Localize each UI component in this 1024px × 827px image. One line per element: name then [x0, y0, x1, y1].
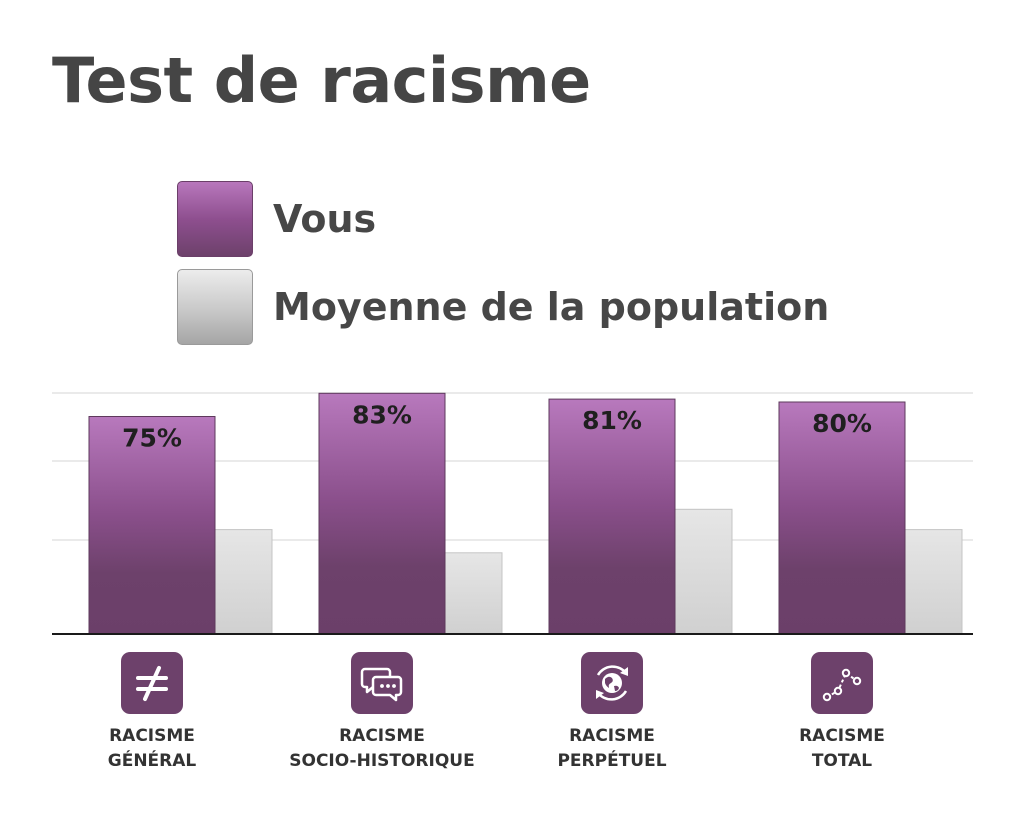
- data-labels: 75% 83% 81% 80%: [122, 400, 872, 452]
- category-label-racisme-perpetuel: RACISME PERPÉTUEL: [492, 724, 732, 774]
- bar-you: [548, 398, 676, 635]
- data-label-you: 80%: [812, 409, 872, 438]
- globe-cycle-icon: [581, 652, 643, 714]
- data-label-you: 83%: [352, 400, 412, 429]
- category-label-line2: SOCIO-HISTORIQUE: [289, 751, 475, 771]
- bar-population-average: [213, 529, 273, 635]
- chart-title: Test de racisme: [52, 44, 591, 117]
- category-label-line2: TOTAL: [811, 751, 873, 771]
- bar-you: [318, 392, 446, 635]
- not-equal-icon: [121, 652, 183, 714]
- category-label-racisme-socio-historique: RACISME SOCIO-HISTORIQUE: [262, 724, 502, 774]
- legend-item-population-average: Moyenne de la population: [177, 268, 829, 346]
- category-label-racisme-general: RACISME GÉNÉRAL: [32, 724, 272, 774]
- legend-label-you: Vous: [273, 197, 377, 241]
- category-label-line1: RACISME: [339, 726, 425, 746]
- network-graph-icon: [811, 652, 873, 714]
- bar-you: [88, 416, 216, 635]
- chat-bubbles-icon: [351, 652, 413, 714]
- data-label-you: 81%: [582, 406, 642, 435]
- category-label-line1: RACISME: [799, 726, 885, 746]
- bar-population-average: [903, 529, 963, 635]
- bar-population-average: [443, 552, 503, 635]
- category-label-racisme-total: RACISME TOTAL: [722, 724, 962, 774]
- category-label-line2: PERPÉTUEL: [557, 751, 667, 771]
- legend-label-population-average: Moyenne de la population: [273, 285, 830, 329]
- bars: [88, 392, 963, 635]
- bar-you: [778, 401, 906, 635]
- category-label-line2: GÉNÉRAL: [107, 751, 197, 771]
- legend-item-you: Vous: [177, 180, 376, 258]
- category-label-line1: RACISME: [569, 726, 655, 746]
- bar-population-average: [673, 508, 733, 635]
- category-label-line1: RACISME: [109, 726, 195, 746]
- legend-swatch-you: [177, 181, 253, 257]
- legend-swatch-population-average: [177, 269, 253, 345]
- data-label-you: 75%: [122, 424, 182, 453]
